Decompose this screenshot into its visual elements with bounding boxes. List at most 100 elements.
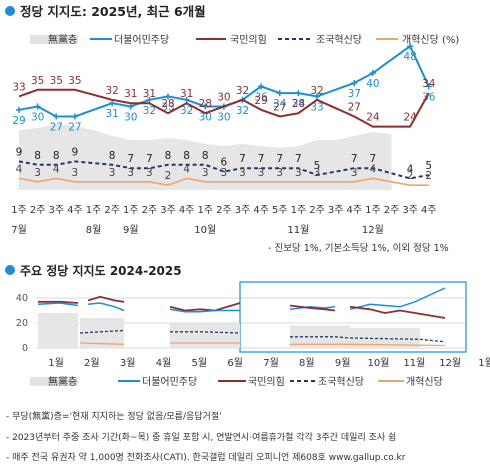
footnote-3: - 매주 전국 유권자 약 1,000명 전화조사(CATI). 한국갤럽 데일… [6, 451, 406, 463]
data-label-ppp: 27 [348, 102, 361, 114]
data-label-ppp: 28 [292, 98, 305, 110]
bottom-month-label: 1월 [48, 357, 64, 369]
data-label-reform: 2 [425, 170, 432, 182]
data-label-ppp: 35 [31, 75, 44, 87]
series-line-rebuild [18, 160, 429, 180]
section2-bullet-icon [5, 265, 15, 275]
bottom-none-area [170, 323, 240, 348]
data-label-ppp: 29 [254, 95, 267, 107]
category-label: 2주 [384, 205, 400, 216]
data-label-dem: 32 [143, 105, 156, 117]
bottom-series-dem [289, 306, 336, 311]
data-label-reform: 3 [109, 167, 116, 179]
minor-parties-note: - 진보당 1%, 기본소득당 1%, 이외 정당 1% [268, 242, 449, 254]
data-label-ppp: 31 [124, 88, 137, 100]
data-label-ppp: 28 [199, 98, 212, 110]
legend2-dem-label: 더불어민주당 [142, 376, 197, 388]
data-label-reform: 3 [221, 167, 228, 179]
data-label-reform: 3 [351, 167, 358, 179]
data-label-ppp: 32 [105, 85, 118, 97]
month-label: 9월 [123, 224, 139, 236]
data-label-dem: 30 [124, 112, 137, 124]
data-label-ppp: 32 [310, 85, 323, 97]
category-label: 3주 [235, 205, 251, 216]
data-label-reform: 4 [53, 163, 60, 175]
legend-top: 無黨층 더불어민주당 국민의힘 조국혁신당 개혁신당 (%) [30, 33, 459, 46]
section1-title: 정당 지지도: 2025년, 최근 6개월 [20, 4, 206, 19]
bottom-series-ppp [87, 295, 125, 303]
category-label: 2주 [309, 205, 325, 216]
legend2-ppp-label: 국민의힘 [248, 376, 285, 388]
data-label-dem: 48 [403, 51, 416, 63]
point-dem [258, 83, 265, 90]
bottom-month-label: 2월 [84, 357, 100, 369]
data-label-rebuild: 8 [109, 150, 116, 162]
data-label-dem: 32 [236, 105, 249, 117]
bottom-series-ppp [38, 300, 79, 304]
data-label-rebuild: 7 [351, 153, 358, 165]
section2-title: 주요 정당 지지도 2024-2025 [20, 263, 182, 278]
legend2-none-swatch [30, 377, 78, 386]
data-label-reform: 4 [16, 163, 23, 175]
data-label-ppp: 31 [180, 88, 193, 100]
data-label-rebuild: 5 [314, 160, 321, 172]
point-dem [425, 83, 432, 90]
data-label-dem: 32 [180, 105, 193, 117]
data-label-rebuild: 4 [407, 163, 414, 175]
bottom-series-dem [169, 308, 240, 313]
category-label: 2주 [216, 205, 232, 216]
bottom-month-label: 6월 [227, 357, 243, 369]
legend-none-label: 無黨층 [48, 33, 77, 46]
data-label-reform: 3 [72, 167, 79, 179]
category-label: 2주 [142, 205, 158, 216]
bottom-series-dem [349, 287, 446, 311]
data-label-reform: 3 [258, 167, 265, 179]
data-label-ppp: 35 [68, 75, 81, 87]
bottom-month-label: 5월 [192, 357, 208, 369]
category-label: 3주 [160, 205, 176, 216]
point-dem [34, 103, 41, 110]
category-label: 4주 [346, 205, 362, 216]
point-dem [351, 80, 358, 87]
data-label-ppp: 31 [143, 88, 156, 100]
data-label-dem: 27 [50, 122, 63, 134]
bottom-series-rebuild [170, 331, 241, 334]
bottom-month-label: 9월 [335, 357, 351, 369]
category-label: 1주 [365, 205, 381, 216]
data-label-reform: 3 [146, 167, 153, 179]
data-label-reform: 3 [127, 167, 134, 179]
data-label-ppp: 33 [12, 81, 25, 93]
data-label-dem: 27 [68, 122, 81, 134]
data-label-dem: 30 [31, 112, 44, 124]
point-dem [295, 90, 302, 97]
series-line-dem [18, 44, 430, 118]
y-tick-label: 20 [16, 318, 28, 329]
point-dem [407, 43, 414, 50]
category-label: 1주 [291, 205, 307, 216]
legend2-rebuild-label: 조국혁신당 [318, 376, 364, 388]
bottom-month-label: 4월 [156, 357, 172, 369]
none-band-area [19, 124, 392, 190]
bottom-month-label: 12월 [439, 357, 461, 369]
category-label: 1주 [86, 205, 102, 216]
data-label-rebuild: 8 [53, 150, 60, 162]
footnote-2: - 2023년부터 주중 조사 기간(화~목) 중 휴일 포함 시, 연말연시·… [6, 431, 396, 443]
data-label-rebuild: 7 [127, 153, 134, 165]
bottom-none-area [38, 313, 78, 348]
data-label-reform: 2 [407, 170, 414, 182]
month-label: 12월 [362, 224, 384, 236]
y-tick-label: 40 [16, 293, 28, 304]
data-label-reform: 3 [202, 167, 209, 179]
data-label-rebuild: 6 [221, 157, 228, 169]
data-label-reform: 3 [295, 167, 302, 179]
data-label-dem: 30 [217, 112, 230, 124]
data-label-dem: 34 [292, 98, 306, 110]
category-label: 2주 [104, 205, 120, 216]
data-label-dem: 33 [310, 101, 323, 113]
category-label: 1주 [11, 205, 27, 216]
data-label-reform: 3 [34, 167, 41, 179]
category-label: 1주 [123, 205, 139, 216]
legend-rebuild-label: 조국혁신당 [316, 34, 362, 46]
recent-period-highlight [239, 281, 467, 353]
